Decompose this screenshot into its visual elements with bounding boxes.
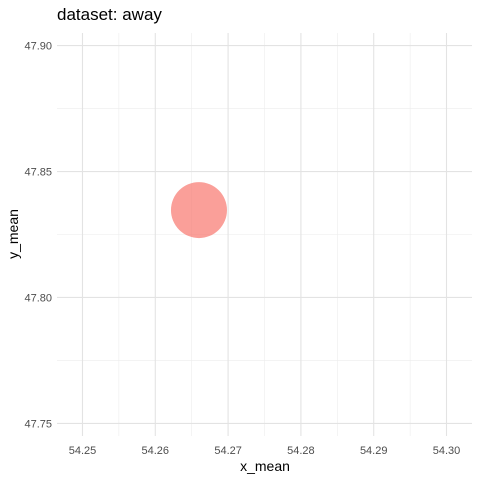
y-tick-label: 47.80	[24, 292, 52, 304]
x-tick-label: 54.30	[433, 445, 461, 457]
x-tick-label: 54.28	[287, 445, 315, 457]
y-tick-label: 47.75	[24, 418, 52, 430]
x-tick-label: 54.26	[142, 445, 170, 457]
x-tick-label: 54.25	[69, 445, 97, 457]
x-tick-label: 54.29	[360, 445, 388, 457]
y-tick-label: 47.85	[24, 167, 52, 179]
x-tick-label: 54.27	[214, 445, 242, 457]
y-axis-title: y_mean	[5, 209, 21, 259]
chart-title: dataset: away	[57, 5, 162, 24]
data-points	[171, 182, 227, 238]
x-axis-title: x_mean	[240, 458, 290, 474]
y-tick-label: 47.90	[24, 41, 52, 53]
data-point	[171, 182, 227, 238]
